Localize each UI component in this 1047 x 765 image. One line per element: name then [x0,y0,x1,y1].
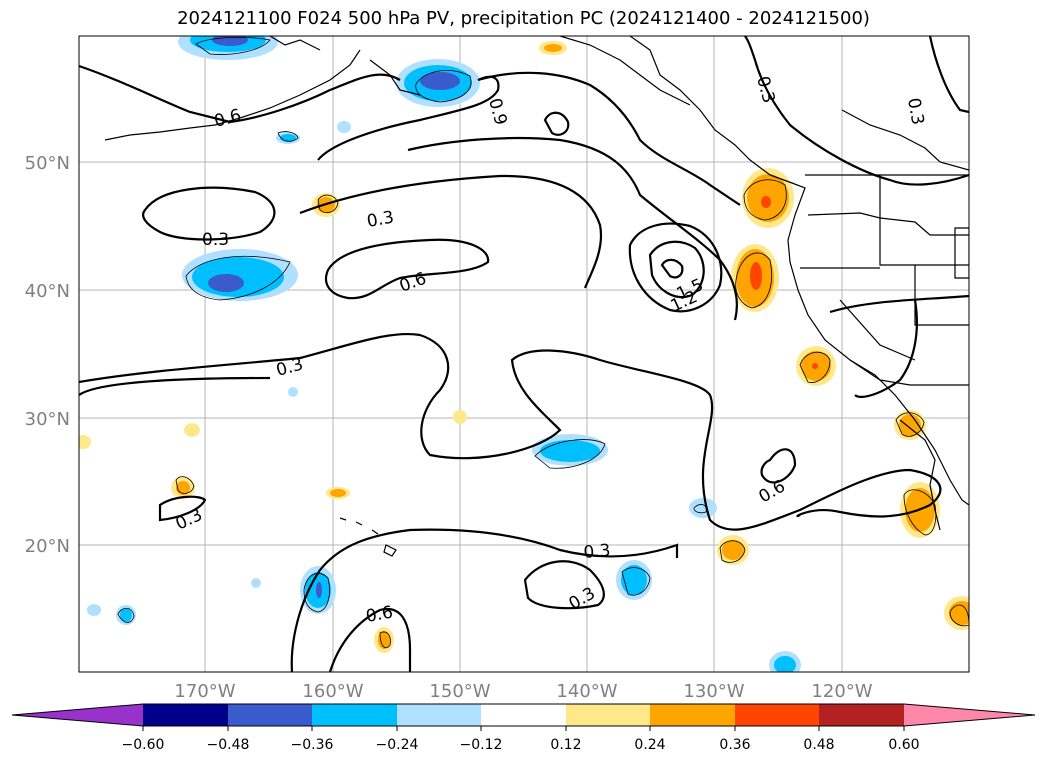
colorbar-segment [312,704,397,726]
colorbar-segment [566,704,650,726]
map-panel [78,35,970,673]
colorbar-tick: −0.24 [376,737,419,753]
colorbar-tick: −0.60 [122,737,165,753]
contour-label: 0.3 [583,541,612,563]
contour-label: 0.3 [903,96,927,126]
colorbar-segment [143,704,228,726]
colorbar-tick: −0.12 [460,737,503,753]
colorbar-segment [397,704,481,726]
lon-label: 130°W [683,681,744,702]
lat-label: 40°N [25,281,70,302]
lon-label: 160°W [302,681,363,702]
lat-label: 30°N [25,409,70,430]
lon-label: 170°W [174,681,235,702]
colorbar-segment [650,704,735,726]
lon-label: 140°W [556,681,617,702]
colorbar-tick: 0.12 [550,737,581,753]
pv-contours [79,36,969,672]
latitude-labels: 50°N 40°N 30°N 20°N [25,153,70,557]
colorbar-extend-low [12,704,143,726]
colorbar-tick: −0.48 [207,737,250,753]
lon-label: 150°W [429,681,490,702]
colorbar-segment [819,704,904,726]
colorbar-segment [735,704,819,726]
contour-label: 0.3 [365,208,395,232]
lon-label: 120°W [811,681,872,702]
contour-label: 0.3 [202,230,229,250]
longitude-labels: 170°W 160°W 150°W 140°W 130°W 120°W [174,681,872,702]
map-title: 2024121100 F024 500 hPa PV, precipitatio… [177,8,870,29]
colorbar-tick: 0.60 [888,737,919,753]
colorbar-extend-high [904,704,1035,726]
map-frame [78,35,970,673]
colorbar-tick: 0.24 [634,737,665,753]
contour-label: 0.6 [364,603,394,627]
colorbar-segment [228,704,312,726]
colorbar-tick: −0.36 [291,737,334,753]
colorbar: −0.60 −0.48 −0.36 −0.24 −0.12 0.12 0.24 … [11,703,1036,753]
gridlines [79,36,969,672]
lat-label: 20°N [25,536,70,557]
colorbar-segment [481,704,566,726]
colorbar-tick: 0.48 [803,737,834,753]
colorbar-tick: 0.36 [719,737,750,753]
precip-outlines [117,36,969,649]
lat-label: 50°N [25,153,70,174]
